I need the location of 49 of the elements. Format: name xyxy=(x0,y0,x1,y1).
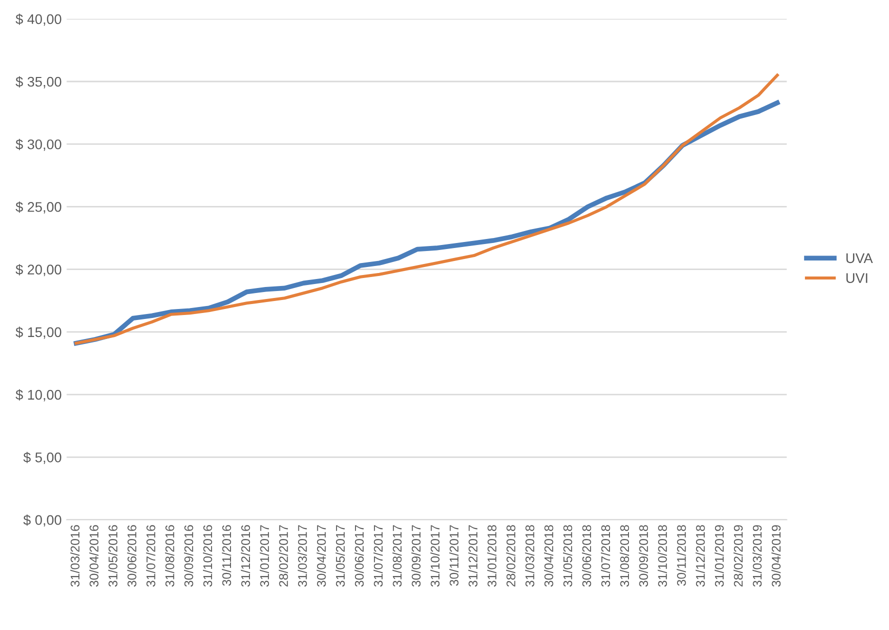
x-tick-label: 31/05/2018 xyxy=(563,525,572,587)
x-tick-label: 31/05/2017 xyxy=(336,525,345,587)
x-tick-label: 31/10/2016 xyxy=(202,525,212,587)
x-tick-label: 30/11/2018 xyxy=(676,525,686,586)
y-tick-label: $ 0,00 xyxy=(23,514,62,527)
y-tick-label: $ 5,00 xyxy=(23,452,62,464)
x-tick-label: 31/07/2017 xyxy=(374,525,383,587)
x-tick-label: 30/11/2017 xyxy=(449,525,458,586)
x-tick-label: 28/02/2018 xyxy=(506,525,516,587)
x-tick-label: 28/02/2017 xyxy=(278,525,288,587)
x-tick-label: 31/01/2018 xyxy=(487,525,496,587)
x-tick-label: 30/09/2018 xyxy=(638,525,648,587)
x-tick-label: 31/08/2016 xyxy=(165,525,174,587)
x-tick-label: 30/06/2018 xyxy=(582,525,592,587)
x-tick-label: 31/10/2018 xyxy=(658,525,667,587)
x-tick-label: 31/03/2019 xyxy=(752,525,762,587)
x-tick-label: 31/12/2016 xyxy=(240,525,250,587)
x-tick-label: 30/06/2016 xyxy=(127,525,136,587)
y-tick-label: $ 40,00 xyxy=(16,14,62,26)
x-tick-label: 31/07/2016 xyxy=(146,525,156,587)
x-tick-label: 31/01/2017 xyxy=(260,525,270,587)
x-tick-label: 31/03/2018 xyxy=(525,525,534,587)
y-tick-label: $ 10,00 xyxy=(16,389,62,402)
y-tick-label: $ 20,00 xyxy=(16,264,62,276)
x-tick-label: 31/05/2016 xyxy=(108,525,118,587)
y-tick-label: $ 30,00 xyxy=(16,138,62,151)
y-tick-label: $ 35,00 xyxy=(16,76,62,88)
x-tick-label: 31/08/2018 xyxy=(620,525,630,587)
x-tick-label: 31/12/2017 xyxy=(468,525,478,587)
x-tick-label: 30/04/2018 xyxy=(544,525,554,587)
x-tick-label: 30/09/2016 xyxy=(184,525,194,587)
x-tick-label: 30/04/2019 xyxy=(771,525,781,587)
x-tick-label: 30/09/2017 xyxy=(411,525,421,587)
x-tick-label: 31/10/2017 xyxy=(430,525,440,587)
x-tick-label: 30/04/2016 xyxy=(89,525,98,587)
y-tick-label: $ 15,00 xyxy=(16,326,62,339)
x-tick-label: 30/06/2017 xyxy=(354,525,364,587)
x-tick-label: 31/07/2018 xyxy=(600,525,610,587)
x-tick-label: 31/12/2018 xyxy=(696,525,705,587)
x-tick-label: 31/01/2019 xyxy=(714,525,724,587)
y-tick-label: $ 25,00 xyxy=(16,201,62,214)
x-tick-label: 31/03/2016 xyxy=(70,525,80,587)
x-tick-label: 28/02/2019 xyxy=(734,525,743,587)
x-tick-label: 30/04/2017 xyxy=(316,525,326,587)
x-tick-label: 31/08/2017 xyxy=(392,525,402,587)
legend-label: UVA xyxy=(846,253,873,264)
x-tick-label: 31/03/2017 xyxy=(298,525,307,587)
legend-label: UVI xyxy=(846,273,868,283)
x-tick-label: 30/11/2016 xyxy=(222,525,232,586)
